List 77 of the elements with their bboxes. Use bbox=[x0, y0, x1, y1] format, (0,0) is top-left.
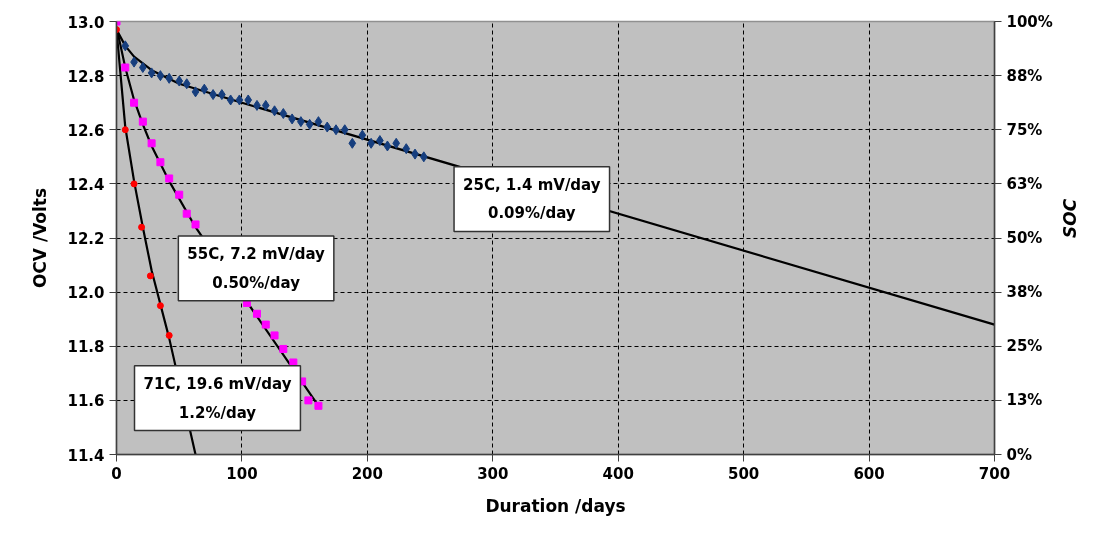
x-tick-label: 400 bbox=[602, 464, 634, 483]
point bbox=[147, 139, 156, 148]
x-tick-label: 700 bbox=[978, 464, 1011, 483]
y-tick-label: 11.6 bbox=[67, 392, 105, 411]
y2-tick-label: 63% bbox=[1006, 174, 1043, 193]
point bbox=[261, 99, 270, 111]
y-tick-label: 12.4 bbox=[67, 175, 105, 194]
point bbox=[270, 105, 279, 117]
y2-tick-label: 25% bbox=[1006, 337, 1043, 356]
x-tick-label: 600 bbox=[853, 464, 885, 483]
point bbox=[156, 302, 164, 310]
y2-axis-title: SOC bbox=[1059, 198, 1080, 238]
y2-tick-label: 100% bbox=[1006, 12, 1053, 31]
point bbox=[235, 94, 244, 106]
y2-tick-label: 0% bbox=[1006, 445, 1032, 464]
point bbox=[252, 309, 261, 318]
point bbox=[138, 117, 147, 126]
point bbox=[304, 396, 313, 405]
x-axis-title: Duration /days bbox=[485, 495, 626, 516]
point bbox=[305, 118, 314, 130]
point bbox=[175, 190, 184, 199]
point bbox=[383, 140, 392, 152]
point bbox=[314, 401, 323, 410]
point bbox=[261, 320, 270, 329]
point bbox=[156, 158, 165, 167]
point bbox=[402, 143, 411, 155]
point bbox=[182, 209, 191, 218]
point bbox=[130, 180, 138, 188]
annotation: 55C, 7.2 mV/day 0.50%/day bbox=[187, 244, 326, 292]
point bbox=[279, 344, 288, 353]
point bbox=[392, 137, 401, 149]
x-tick-label: 300 bbox=[477, 464, 509, 483]
point bbox=[340, 124, 349, 136]
point bbox=[348, 137, 357, 149]
point bbox=[156, 70, 165, 82]
y-tick-label: 12.0 bbox=[67, 284, 105, 303]
x-tick-label: 100 bbox=[226, 464, 258, 483]
y-tick-label: 12.6 bbox=[67, 121, 105, 140]
point bbox=[226, 94, 235, 106]
point bbox=[191, 86, 200, 98]
point bbox=[323, 121, 332, 133]
point bbox=[130, 98, 139, 107]
point bbox=[121, 63, 130, 72]
point bbox=[200, 83, 209, 95]
x-tick-label: 200 bbox=[351, 464, 384, 483]
annotation: 71C, 19.6 mV/day 1.2%/day bbox=[143, 374, 292, 422]
point bbox=[191, 220, 200, 229]
annotation: 25C, 1.4 mV/day 0.09%/day bbox=[463, 175, 601, 223]
y-tick-label: 12.8 bbox=[67, 67, 105, 86]
y2-tick-label: 50% bbox=[1006, 229, 1043, 247]
y2-tick-label: 88% bbox=[1006, 66, 1043, 85]
y2-tick-label: 75% bbox=[1006, 120, 1043, 139]
y2-tick-label: 13% bbox=[1006, 391, 1043, 410]
point bbox=[146, 272, 154, 280]
point bbox=[165, 174, 174, 183]
point bbox=[270, 331, 279, 340]
point bbox=[419, 151, 428, 163]
point bbox=[138, 223, 146, 231]
x-tick-label: 0 bbox=[111, 464, 122, 483]
point bbox=[314, 116, 323, 128]
y-axis-title: OCV /Volts bbox=[30, 187, 51, 289]
point bbox=[121, 40, 130, 52]
point bbox=[147, 67, 156, 79]
point bbox=[121, 126, 129, 134]
point bbox=[358, 129, 367, 141]
y-tick-label: 11.4 bbox=[67, 446, 105, 465]
point bbox=[165, 72, 174, 84]
y-tick-label: 11.8 bbox=[67, 338, 105, 357]
point bbox=[175, 75, 184, 87]
x-tick-label: 500 bbox=[727, 464, 760, 483]
y2-tick-label: 38% bbox=[1006, 283, 1043, 302]
point bbox=[279, 108, 288, 120]
point bbox=[182, 78, 191, 90]
point bbox=[244, 94, 253, 106]
y-tick-label: 12.2 bbox=[67, 230, 105, 248]
y-tick-label: 13.0 bbox=[67, 13, 105, 32]
point bbox=[165, 331, 173, 339]
